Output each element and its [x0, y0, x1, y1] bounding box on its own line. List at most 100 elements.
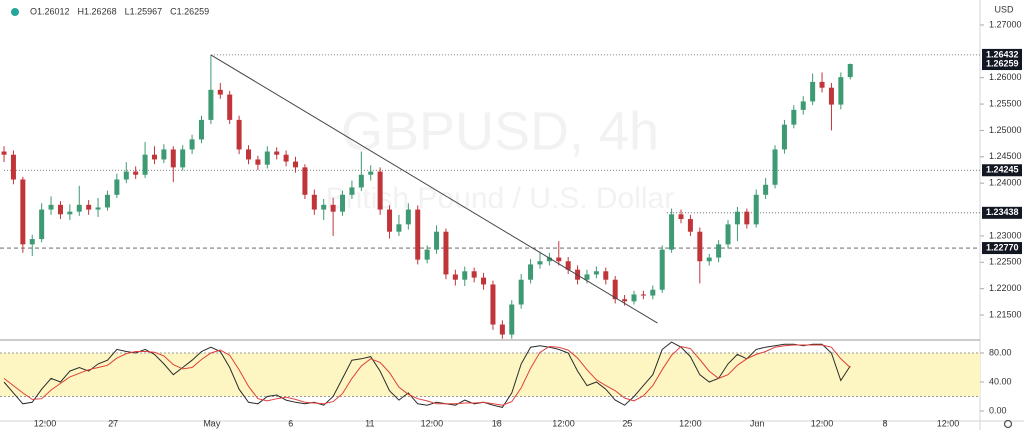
ohlc-value: O1.26012	[30, 6, 70, 16]
candle-body	[114, 179, 120, 195]
candle-body	[452, 274, 458, 280]
level-badge	[982, 58, 1022, 71]
y-tick-label: 1.25500	[989, 98, 1022, 108]
candle-body	[10, 154, 16, 180]
y-tick-label: 80.00	[989, 347, 1012, 357]
level-badge	[982, 48, 1022, 61]
candle-body	[48, 204, 54, 210]
price-pane	[0, 54, 980, 339]
candle-body	[556, 257, 562, 262]
candle-body	[847, 64, 853, 78]
candle-body	[509, 304, 515, 335]
candle-body	[293, 161, 299, 168]
candle-body	[434, 231, 440, 250]
candle-body	[1, 151, 7, 155]
x-tick-label: 18	[492, 418, 502, 428]
candle-body	[537, 261, 543, 265]
candle-body	[734, 211, 740, 225]
candle-body	[368, 171, 374, 175]
candle-body	[349, 187, 355, 195]
y-tick-label: 1.27000	[989, 19, 1022, 29]
x-tick-label: 12:00	[937, 418, 960, 428]
oscillator-line	[3, 344, 851, 406]
x-tick-label: 12:00	[34, 418, 57, 428]
currency: USD	[994, 4, 1014, 14]
candle-body	[283, 154, 289, 162]
status-dot	[11, 8, 19, 16]
candle-body	[57, 204, 63, 215]
x-tick-label: 25	[622, 418, 632, 428]
candle-body	[311, 194, 317, 210]
candle-body	[678, 214, 684, 220]
y-tick-label: 1.24000	[989, 178, 1022, 188]
x-tick-label: 12:00	[421, 418, 444, 428]
x-tick-label: 11	[365, 418, 374, 428]
candle-body	[133, 171, 139, 175]
y-tick-label: 40.00	[989, 376, 1012, 386]
level-label: 1.24245	[986, 165, 1019, 175]
candle-body	[95, 207, 101, 210]
candle-body	[499, 324, 505, 335]
x-tick-label: 12:00	[679, 418, 702, 428]
trend-line	[210, 54, 658, 324]
x-tick-label: 8	[883, 418, 888, 428]
candle-body	[264, 151, 270, 165]
candle-body	[631, 294, 637, 302]
candle-body	[791, 109, 797, 125]
candle-body	[828, 87, 834, 105]
band	[0, 352, 980, 397]
candle-body	[180, 149, 186, 168]
x-tick-label: Jun	[750, 418, 765, 428]
level-label: 1.23438	[986, 207, 1019, 217]
y-tick-label: 1.21500	[989, 309, 1022, 319]
candle-body	[396, 224, 402, 232]
candle-body	[67, 211, 73, 215]
candle-body	[227, 94, 233, 120]
watermark-subtitle: British Pound / U.S. Dollar	[326, 182, 674, 215]
level-badge	[982, 164, 1022, 177]
x-tick-label: 27	[108, 418, 118, 428]
candle-body	[490, 284, 496, 325]
candle-body	[706, 257, 712, 262]
candle-body	[725, 224, 731, 245]
candle-body	[518, 279, 524, 305]
candle-body	[481, 277, 487, 285]
candle-body	[123, 171, 129, 180]
candle-body	[302, 167, 308, 195]
candle-body	[687, 219, 693, 232]
x-tick-label: 6	[288, 418, 293, 428]
y-tick-label: 1.23000	[989, 230, 1022, 240]
candle-body	[659, 249, 665, 290]
candle-body	[170, 149, 176, 168]
candle-body	[763, 184, 769, 195]
y-tick-label: 0.00	[989, 405, 1007, 415]
settings-icon[interactable]	[1003, 419, 1013, 429]
candle-body	[208, 89, 214, 120]
candle-body	[39, 209, 45, 240]
y-tick-label: 1.24500	[989, 151, 1022, 161]
level-label: 1.22770	[986, 242, 1019, 252]
level-label: 1.26259	[986, 58, 1019, 68]
y-tick-label: 1.22500	[989, 257, 1022, 267]
candle-body	[838, 77, 844, 105]
candle-body	[104, 194, 110, 208]
ohlc-value: C1.26259	[170, 6, 209, 16]
x-tick-label: May	[203, 418, 221, 428]
candle-body	[246, 149, 252, 160]
candle-body	[744, 211, 750, 225]
candle-body	[151, 154, 157, 160]
y-tick-label: 1.22000	[989, 283, 1022, 293]
candle-body	[387, 209, 393, 232]
candle-body	[565, 261, 571, 270]
candle-body	[650, 289, 656, 296]
candle-body	[161, 149, 167, 160]
candle-body	[819, 81, 825, 88]
candle-body	[217, 89, 223, 95]
candle-body	[142, 154, 148, 175]
candle-body	[471, 271, 477, 278]
candle-body	[189, 139, 195, 150]
candle-body	[612, 279, 618, 300]
candle-body	[198, 119, 204, 140]
